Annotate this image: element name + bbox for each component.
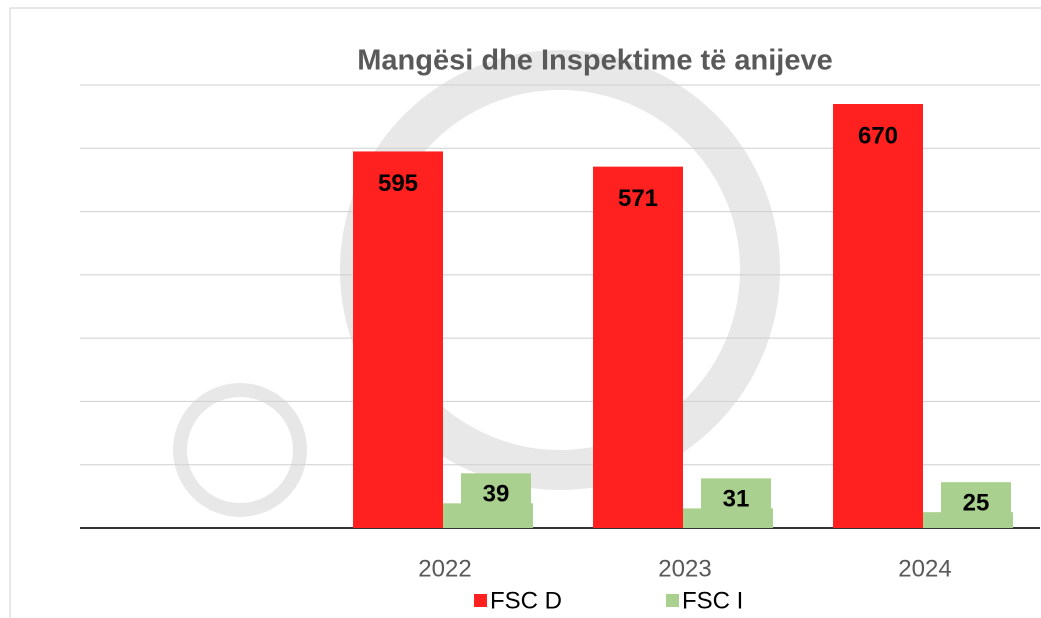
- data-label-box: [461, 473, 531, 516]
- data-label-box: [701, 478, 771, 521]
- data-label: 571: [618, 185, 658, 212]
- bar: [593, 166, 683, 529]
- chart-title: Mangësi dhe Inspektime të anijeve: [357, 45, 832, 77]
- data-label: 39: [483, 481, 510, 508]
- watermark-ring: [173, 383, 307, 517]
- bar: [833, 103, 923, 528]
- data-label: 31: [723, 486, 750, 513]
- legend-label: FSC I: [682, 587, 743, 614]
- x-tick-label: 2022: [418, 555, 471, 582]
- legend-label: FSC D: [490, 587, 562, 614]
- data-label-box: [941, 482, 1011, 525]
- data-label: 595: [378, 170, 418, 197]
- bar: [353, 151, 443, 528]
- legend-swatch: [666, 594, 679, 607]
- x-tick-label: 2024: [898, 555, 951, 582]
- legend-swatch: [474, 594, 487, 607]
- data-label: 25: [963, 490, 990, 517]
- x-tick-label: 2023: [658, 555, 711, 582]
- data-label: 670: [858, 122, 898, 149]
